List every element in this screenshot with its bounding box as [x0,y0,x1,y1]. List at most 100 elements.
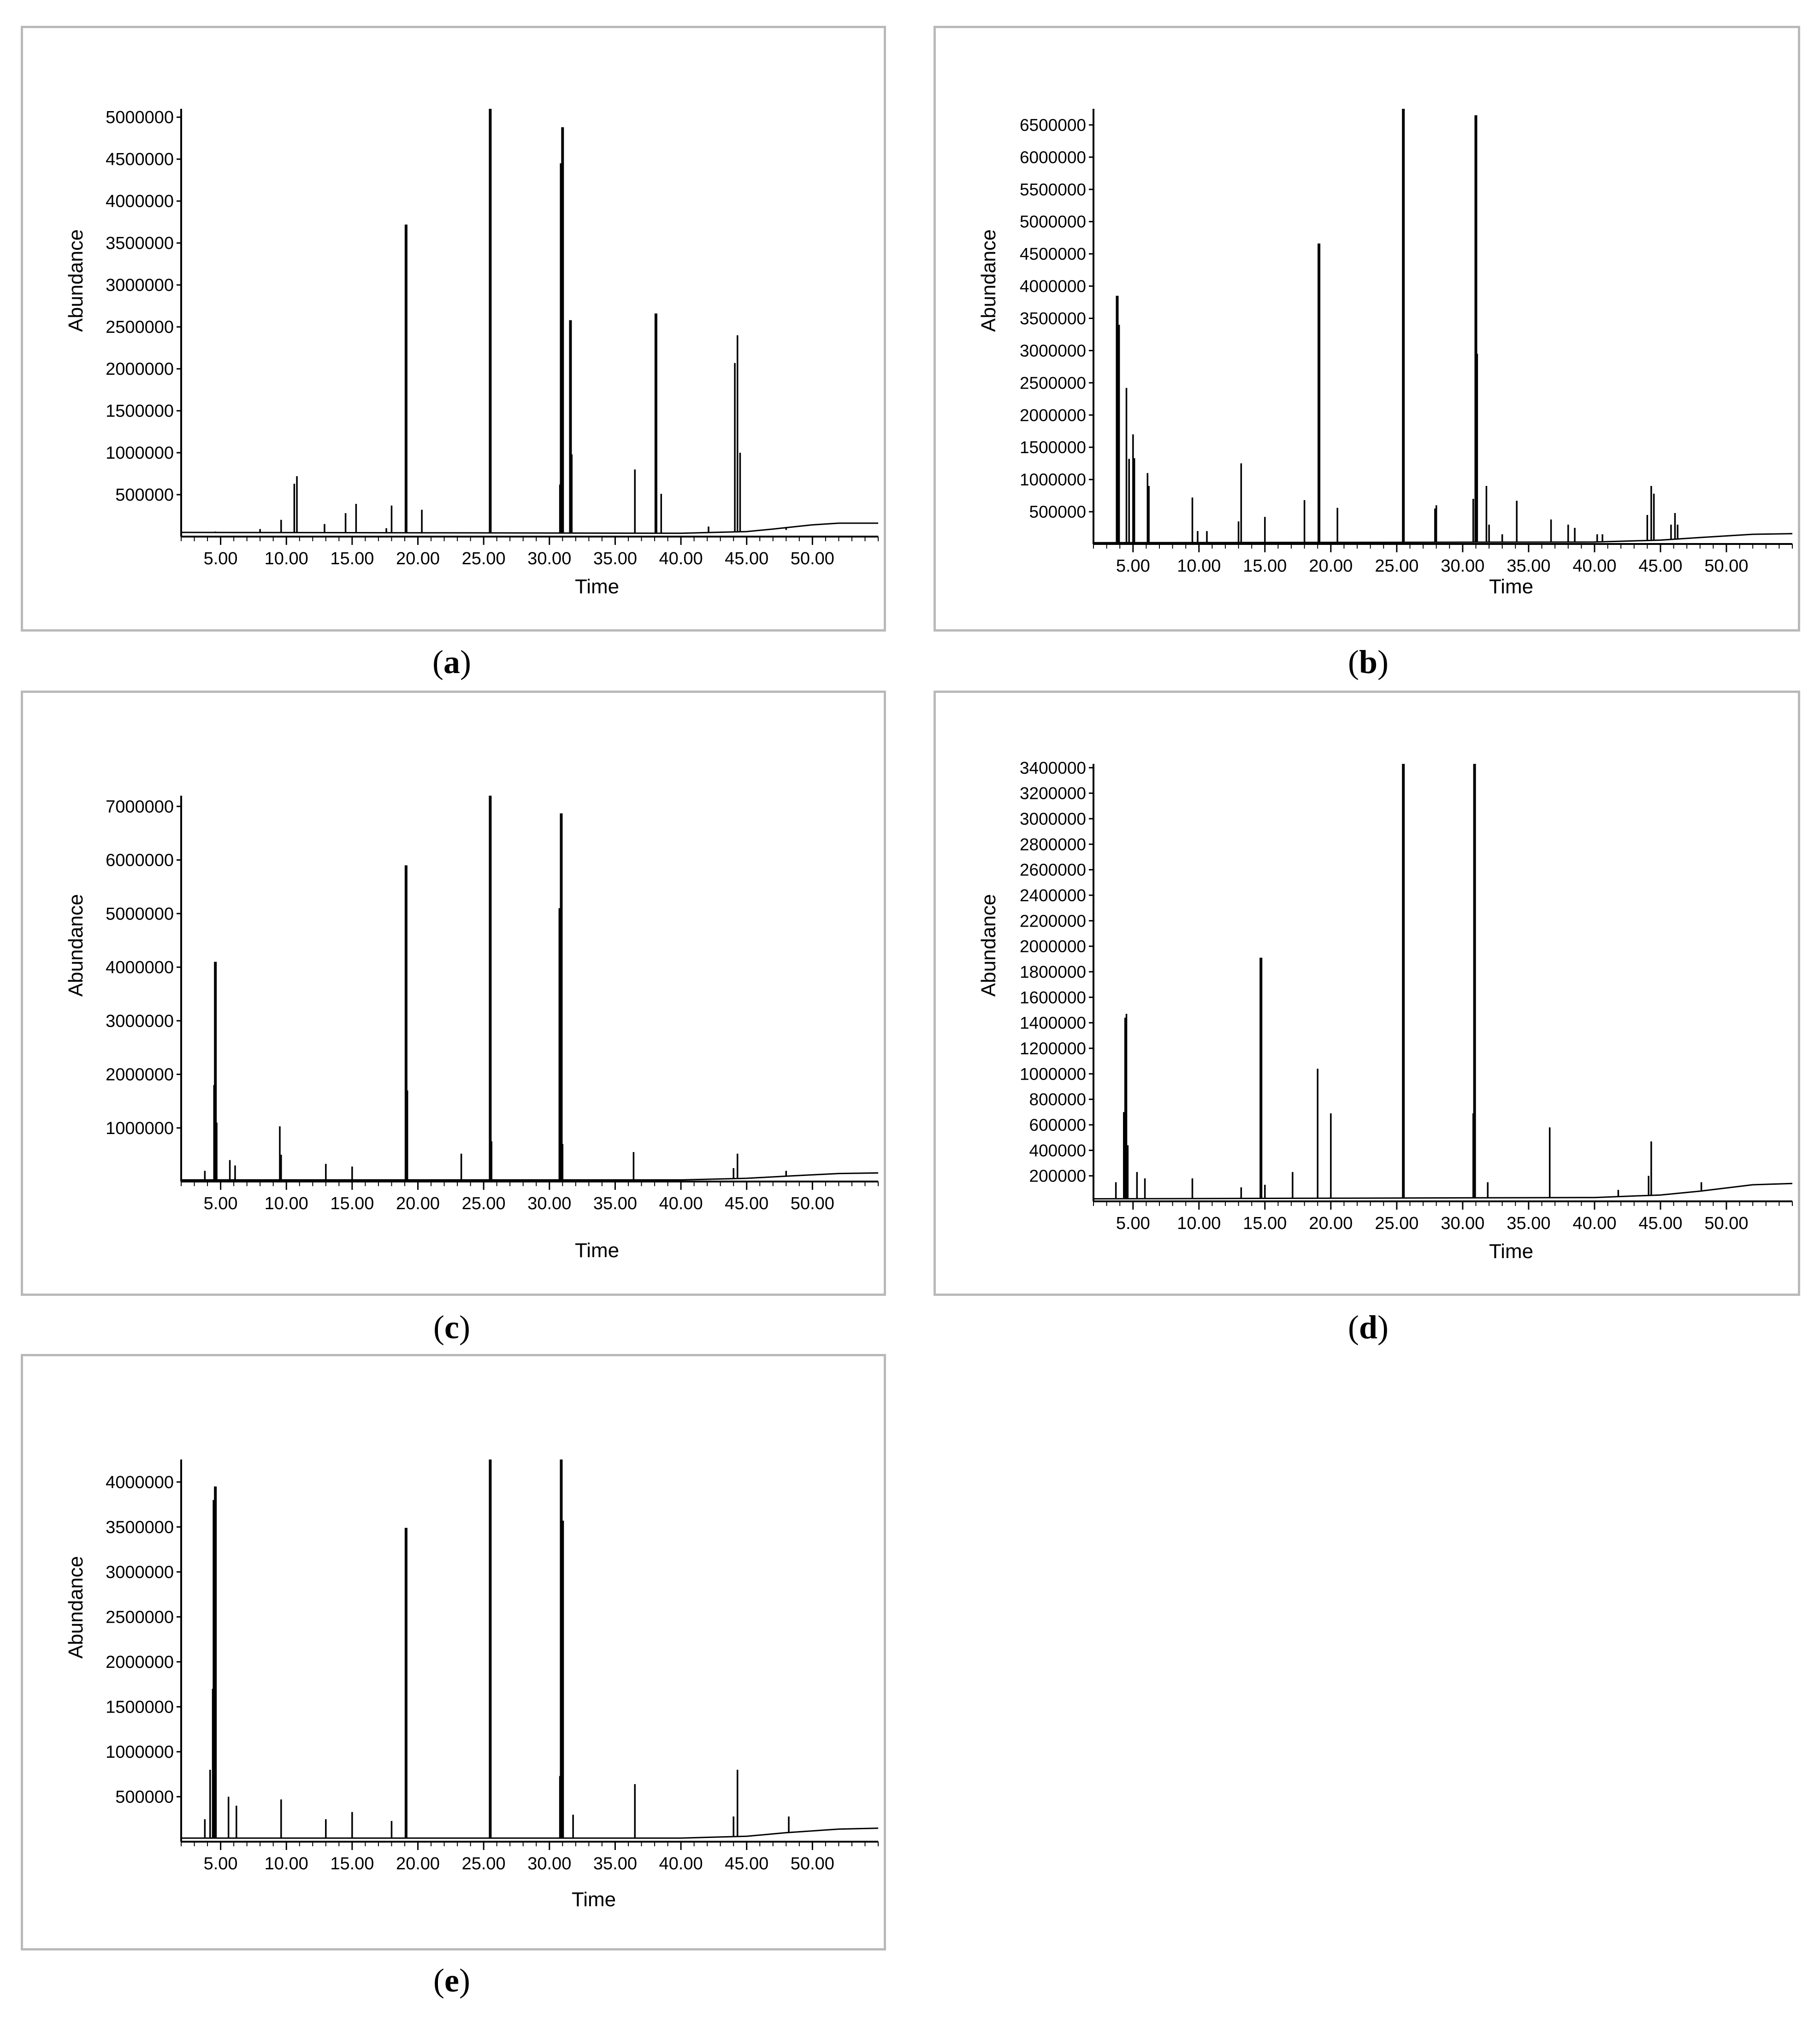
x-tick-label: 15.00 [330,1854,374,1873]
y-tick-label: 3400000 [1020,758,1086,777]
y-tick-label: 4000000 [106,192,174,211]
baseline-trace [181,1172,879,1181]
chart-d-xlabel: Time [1489,1240,1534,1263]
x-tick-label: 45.00 [725,1194,768,1213]
panel-e-frame [21,1354,886,1950]
x-tick-label: 30.00 [1441,556,1484,576]
caption-e: (e) [433,1962,470,1999]
caption-a: (a) [432,644,471,680]
x-tick-label: 10.00 [265,549,308,568]
x-tick-label: 50.00 [791,1854,834,1873]
y-tick-label: 2000000 [1020,406,1086,425]
chart-e-ylabel: Abundance [65,1556,87,1659]
y-tick-label: 5000000 [106,904,174,924]
y-tick-label: 6000000 [106,851,174,870]
y-tick-label: 6500000 [1020,116,1086,135]
x-tick-label: 5.00 [1116,1214,1150,1233]
y-tick-label: 4000000 [106,958,174,977]
x-tick-label: 20.00 [396,549,440,568]
baseline-trace [1093,1182,1793,1200]
y-tick-label: 2000000 [106,1065,174,1085]
x-tick-label: 35.00 [593,1194,637,1213]
caption-b: (b) [1347,644,1389,680]
x-tick-label: 25.00 [462,549,506,568]
y-tick-label: 2600000 [1020,861,1086,880]
x-tick-label: 5.00 [1116,556,1150,576]
x-tick-label: 30.00 [527,1194,571,1213]
chart-c-xlabel: Time [575,1239,620,1262]
y-tick-label: 500000 [115,485,174,505]
panel-b-frame [934,26,1800,632]
y-tick-label: 5500000 [1020,180,1086,199]
y-tick-label: 6000000 [1020,148,1086,167]
x-tick-label: 40.00 [659,1854,703,1873]
caption-b-letter: b [1359,644,1378,680]
x-tick-label: 45.00 [1638,556,1682,576]
x-tick-label: 20.00 [396,1854,440,1873]
y-tick-label: 1000000 [1020,470,1086,489]
caption-e-letter: e [444,1962,459,1999]
y-tick-label: 3000000 [1020,810,1086,828]
x-tick-label: 10.00 [1177,556,1221,576]
y-tick-label: 3200000 [1020,784,1086,803]
x-tick-label: 40.00 [659,549,703,568]
y-tick-label: 3000000 [106,1011,174,1031]
baseline-trace [1093,533,1793,544]
y-tick-label: 2400000 [1020,886,1086,905]
x-tick-label: 50.00 [791,549,834,568]
y-tick-label: 2200000 [1020,911,1086,930]
caption-c-letter: c [444,1309,459,1346]
x-tick-label: 20.00 [1309,1214,1353,1233]
caption-d: (d) [1347,1309,1389,1346]
x-tick-label: 20.00 [1309,556,1353,576]
y-tick-label: 2000000 [106,360,174,379]
y-tick-label: 200000 [1029,1167,1086,1186]
y-tick-label: 800000 [1029,1090,1086,1109]
y-tick-label: 3000000 [106,1563,174,1582]
y-tick-label: 2500000 [106,1607,174,1627]
y-tick-label: 3500000 [106,234,174,253]
y-tick-label: 3500000 [1020,309,1086,328]
panel-a-frame [21,26,886,632]
chart-e-xlabel: Time [572,1888,616,1911]
x-tick-label: 30.00 [527,1854,571,1873]
baseline-trace [181,522,878,534]
y-tick-label: 4000000 [106,1473,174,1492]
x-tick-label: 15.00 [1243,556,1287,576]
y-tick-label: 1800000 [1020,963,1086,981]
x-tick-label: 10.00 [1177,1214,1221,1233]
x-tick-label: 15.00 [330,1194,374,1213]
x-tick-label: 10.00 [265,1854,308,1873]
x-tick-label: 5.00 [204,549,238,568]
y-tick-label: 1000000 [106,443,174,463]
y-tick-label: 1500000 [1020,438,1086,457]
x-tick-label: 10.00 [265,1194,308,1213]
caption-d-letter: d [1359,1309,1378,1346]
caption-c: (c) [433,1309,470,1346]
y-tick-label: 1500000 [106,402,174,421]
x-tick-label: 50.00 [1704,556,1748,576]
y-tick-label: 4500000 [1020,245,1086,264]
chart-b-xlabel: Time [1489,575,1534,598]
y-tick-label: 600000 [1029,1116,1086,1135]
x-tick-label: 35.00 [1507,556,1550,576]
baseline-trace [181,1827,879,1839]
x-tick-label: 40.00 [659,1194,703,1213]
y-tick-label: 2500000 [106,318,174,337]
y-tick-label: 3000000 [1020,341,1086,360]
x-tick-label: 35.00 [593,549,637,568]
x-tick-label: 15.00 [330,549,374,568]
x-tick-label: 5.00 [204,1194,238,1213]
x-tick-label: 20.00 [396,1194,440,1213]
y-tick-label: 2800000 [1020,835,1086,854]
y-tick-label: 500000 [1029,502,1086,521]
y-tick-label: 3500000 [106,1518,174,1537]
y-tick-label: 1000000 [106,1743,174,1762]
x-tick-label: 25.00 [1375,556,1418,576]
y-tick-label: 4500000 [106,150,174,169]
